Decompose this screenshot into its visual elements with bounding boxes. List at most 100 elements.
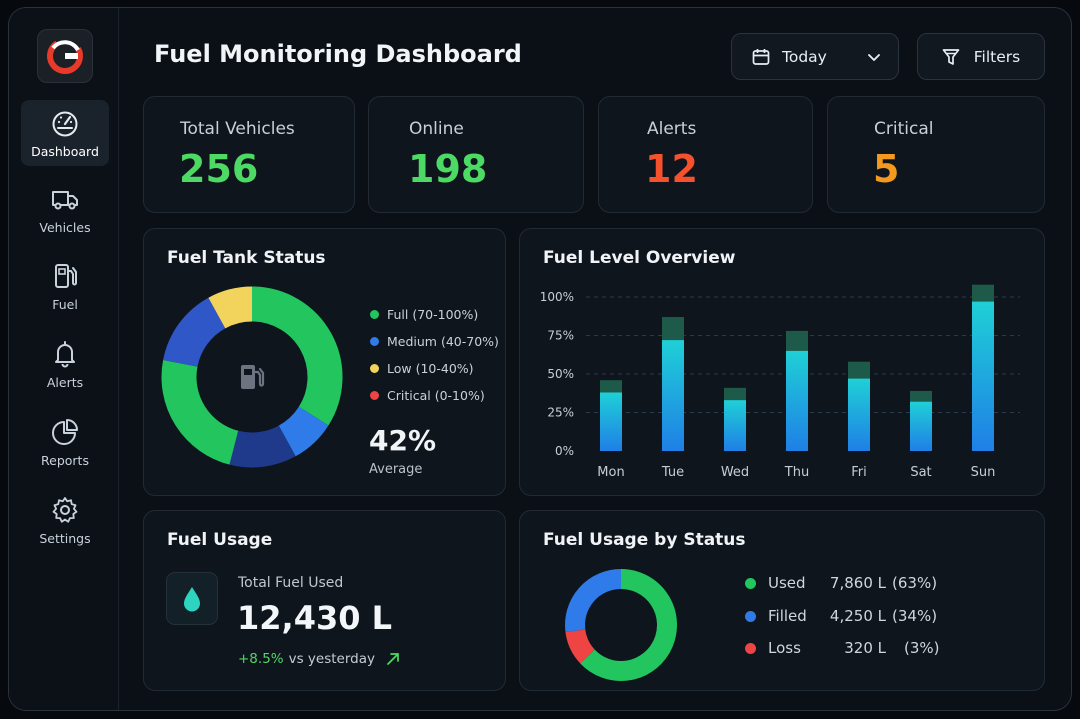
- x-tick-label: Sat: [910, 465, 931, 480]
- fuel-tank-donut-chart: [161, 286, 343, 468]
- usage-amount: 320 L: [844, 639, 886, 657]
- kpi-label: Critical: [874, 119, 934, 139]
- fuel-usage-card: Fuel Usage Total Fuel Used 12,430 L +8.5…: [143, 510, 506, 691]
- filters-label: Filters: [973, 47, 1021, 66]
- sidebar-item-alerts[interactable]: Alerts: [21, 331, 109, 397]
- bar-sun[interactable]: [972, 301, 994, 451]
- sidebar-item-vehicles[interactable]: Vehicles: [21, 176, 109, 242]
- x-tick-label: Sun: [971, 465, 996, 480]
- x-tick-label: Wed: [721, 465, 749, 480]
- x-tick-label: Mon: [597, 465, 624, 480]
- y-tick-label: 25%: [547, 406, 574, 420]
- tank-slice-0[interactable]: [251, 286, 343, 426]
- droplet-icon: [184, 586, 200, 611]
- sidebar-item-fuel[interactable]: Fuel: [21, 253, 109, 319]
- average-label: Average: [369, 462, 423, 477]
- bell-icon: [55, 340, 75, 367]
- filter-icon: [942, 48, 960, 65]
- usage-name: Loss: [768, 639, 801, 657]
- sidebar-item-label: Fuel: [52, 296, 78, 312]
- fuel-usage-by-status-card: Fuel Usage by Status Used 7,860 L (63%) …: [519, 510, 1045, 691]
- fuel-usage-donut-chart: [565, 569, 677, 681]
- card-title: Fuel Level Overview: [543, 248, 736, 268]
- pie-chart-icon: [52, 418, 78, 445]
- tank-slice-5[interactable]: [208, 286, 253, 329]
- tank-slice-1[interactable]: [278, 406, 329, 457]
- usage-name: Used: [768, 574, 806, 592]
- kpi-label: Alerts: [647, 119, 697, 139]
- bar-sat[interactable]: [910, 401, 932, 451]
- card-title: Fuel Usage: [167, 530, 273, 550]
- sidebar-item-label: Settings: [39, 530, 91, 546]
- legend-dot: [745, 642, 756, 654]
- sidebar-item-label: Dashboard: [31, 143, 99, 159]
- truck-icon: [52, 190, 78, 209]
- page-title: Fuel Monitoring Dashboard: [154, 40, 522, 68]
- legend-dot: [745, 610, 756, 622]
- tank-slice-4[interactable]: [163, 297, 226, 368]
- kpi-value: 12: [645, 147, 698, 191]
- y-tick-label: 75%: [547, 329, 574, 343]
- fuel-pump-icon: [55, 263, 77, 288]
- kpi-card-total-vehicles: Total Vehicles 256: [143, 96, 355, 213]
- usage-amount: 4,250 L: [829, 607, 886, 625]
- legend-dot: [370, 391, 379, 400]
- brand-logo[interactable]: [37, 29, 93, 83]
- kpi-card-online: Online 198: [368, 96, 584, 213]
- usage-row-filled: Filled 4,250 L (34%): [745, 607, 937, 625]
- legend-label: Medium (40-70%): [387, 334, 499, 349]
- average-value: 42%: [369, 424, 437, 457]
- usage-slice-2[interactable]: [565, 569, 622, 633]
- kpi-label: Total Vehicles: [180, 119, 295, 139]
- bar-fri[interactable]: [848, 378, 870, 451]
- legend-label: Full (70-100%): [387, 307, 479, 322]
- legend-item-medium: Medium (40-70%): [370, 334, 499, 349]
- sidebar-item-reports[interactable]: Reports: [21, 409, 109, 475]
- usage-pct: (63%): [892, 574, 938, 592]
- card-title: Fuel Tank Status: [167, 248, 326, 268]
- bar-thu[interactable]: [786, 350, 808, 451]
- sidebar-item-label: Vehicles: [39, 219, 91, 235]
- usage-slice-1[interactable]: [565, 629, 596, 664]
- x-tick-label: Fri: [851, 465, 867, 480]
- bar-wed[interactable]: [724, 400, 746, 451]
- sidebar-item-label: Reports: [41, 452, 89, 468]
- total-fuel-value: 12,430 L: [237, 599, 393, 637]
- y-tick-label: 100%: [540, 290, 574, 304]
- usage-slice-0[interactable]: [580, 569, 677, 681]
- filters-button[interactable]: Filters: [917, 33, 1045, 80]
- sidebar: Dashboard Vehicles Fuel Al: [9, 8, 119, 710]
- fuel-tank-status-card: Fuel Tank Status Full (70-100%) Medium (…: [143, 228, 506, 496]
- kpi-value: 198: [408, 147, 488, 191]
- sidebar-item-label: Alerts: [46, 374, 84, 390]
- logo-icon: [47, 38, 83, 74]
- app-window: Dashboard Vehicles Fuel Al: [8, 7, 1072, 711]
- bar-tue[interactable]: [662, 340, 684, 451]
- sidebar-item-dashboard[interactable]: Dashboard: [21, 100, 109, 166]
- usage-row-used: Used 7,860 L (63%): [745, 574, 937, 592]
- y-tick-label: 50%: [547, 367, 574, 381]
- fuel-change-suffix: vs yesterday: [288, 651, 375, 667]
- kpi-value: 256: [179, 147, 259, 191]
- fuel-level-overview-card: Fuel Level Overview 0% 25% 50% 75% 100% Mon Tu…: [519, 228, 1045, 496]
- bar-mon[interactable]: [600, 392, 622, 451]
- calendar-icon: [752, 48, 770, 65]
- fuel-change-value: +8.5%: [238, 651, 284, 667]
- usage-amount: 7,860 L: [829, 574, 886, 592]
- tank-slice-2[interactable]: [229, 425, 296, 468]
- legend-dot: [370, 337, 379, 346]
- kpi-value: 5: [873, 147, 900, 191]
- sidebar-item-settings[interactable]: Settings: [21, 487, 109, 553]
- legend-item-critical: Critical (0-10%): [370, 388, 485, 403]
- tank-slice-3[interactable]: [161, 360, 239, 465]
- droplet-tile: [166, 572, 218, 625]
- card-title: Fuel Usage by Status: [543, 530, 746, 550]
- y-tick-label: 0%: [555, 444, 574, 458]
- legend-label: Low (10-40%): [387, 361, 474, 376]
- date-select-value: Today: [782, 47, 827, 66]
- usage-pct: (3%): [904, 639, 940, 657]
- x-tick-label: Tue: [661, 465, 684, 480]
- kpi-card-critical: Critical 5: [827, 96, 1045, 213]
- legend-item-full: Full (70-100%): [370, 307, 478, 322]
- date-select[interactable]: Today: [731, 33, 899, 80]
